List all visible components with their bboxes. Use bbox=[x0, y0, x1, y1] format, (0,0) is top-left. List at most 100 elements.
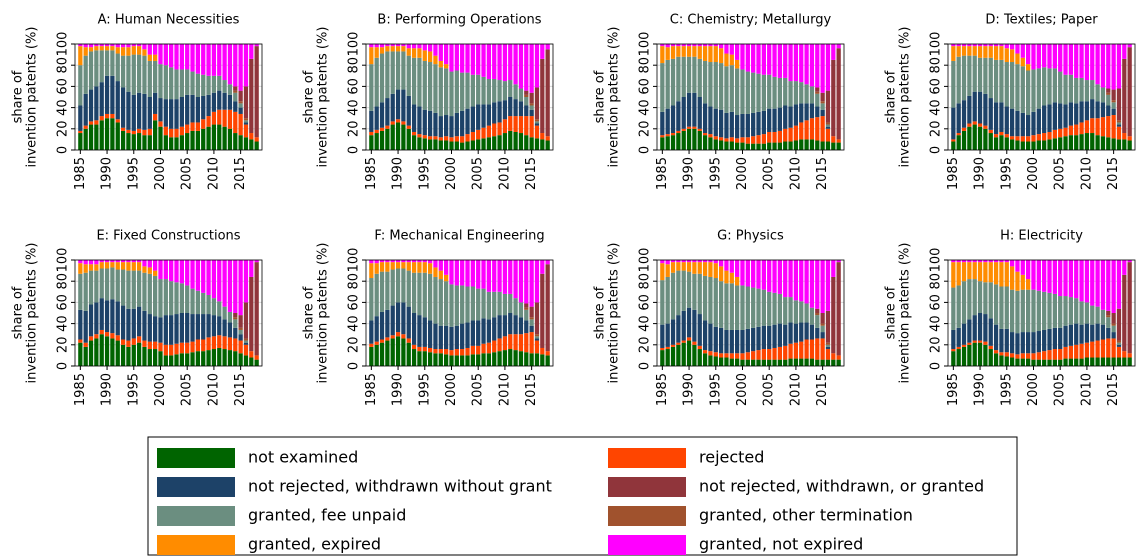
bar-segment bbox=[961, 44, 967, 47]
bar-segment bbox=[1074, 358, 1079, 366]
bar-segment bbox=[369, 131, 374, 136]
x-tick-label: 1990 bbox=[391, 373, 406, 406]
bar-segment bbox=[1116, 124, 1122, 127]
bar-segment bbox=[777, 44, 783, 78]
bar-segment bbox=[385, 125, 390, 129]
bar-segment bbox=[1015, 333, 1020, 355]
bar-segment bbox=[799, 322, 804, 342]
x-tick-label: 1985 bbox=[364, 157, 379, 190]
bar-segment bbox=[1009, 108, 1015, 137]
bar-segment bbox=[692, 260, 697, 263]
panel-title: A: Human Necessities bbox=[98, 13, 240, 28]
bar-segment bbox=[809, 339, 815, 359]
bar-segment bbox=[126, 133, 131, 150]
bar-segment bbox=[708, 46, 713, 63]
bar-segment bbox=[136, 262, 142, 271]
bar-segment bbox=[476, 260, 481, 289]
bar-segment bbox=[767, 74, 772, 109]
y-tick-label: 40 bbox=[929, 315, 944, 332]
bar-segment bbox=[476, 320, 481, 346]
bar-segment bbox=[1116, 88, 1122, 121]
bar-segment bbox=[486, 291, 492, 320]
bar-segment bbox=[185, 44, 190, 70]
bar-segment bbox=[513, 116, 518, 132]
bar-segment bbox=[735, 285, 740, 330]
bar-segment bbox=[99, 298, 104, 330]
bar-segment bbox=[1052, 260, 1057, 294]
x-tick-label: 2000 bbox=[444, 157, 459, 190]
bar-segment bbox=[1090, 305, 1095, 325]
bar-segment bbox=[999, 355, 1004, 366]
bar-segment bbox=[1084, 44, 1090, 81]
bar-segment bbox=[78, 105, 83, 131]
bar-segment bbox=[486, 78, 492, 105]
bar-segment bbox=[692, 344, 697, 366]
bar-segment bbox=[993, 134, 999, 138]
bar-segment bbox=[169, 44, 174, 68]
bar-segment bbox=[163, 44, 168, 66]
bar-segment bbox=[820, 116, 825, 142]
bar-segment bbox=[702, 260, 708, 263]
bar-segment bbox=[977, 342, 983, 366]
bar-segment bbox=[190, 288, 195, 315]
bar-segment bbox=[1031, 44, 1036, 70]
x-tick-label: 1985 bbox=[946, 157, 961, 190]
bar-segment bbox=[94, 270, 99, 303]
bar-segment bbox=[988, 129, 993, 134]
panel-title: H: Electricity bbox=[1000, 229, 1083, 244]
bar-segment bbox=[169, 355, 174, 366]
bar-segment bbox=[777, 260, 783, 294]
bar-segment bbox=[1084, 80, 1090, 102]
bar-segment bbox=[956, 349, 961, 366]
bar-segment bbox=[686, 262, 692, 272]
bar-segment bbox=[777, 77, 783, 108]
bar-segment bbox=[534, 123, 540, 126]
bar-segment bbox=[1106, 260, 1111, 311]
bar-segment bbox=[1063, 104, 1068, 128]
bar-segment bbox=[88, 51, 94, 90]
bar-segment bbox=[99, 50, 104, 83]
bar-segment bbox=[729, 358, 734, 366]
bar-segment bbox=[502, 133, 508, 150]
bar-segment bbox=[1063, 44, 1068, 75]
y-tick-label: 20 bbox=[638, 121, 653, 138]
bar-segment bbox=[254, 137, 259, 142]
bar-segment bbox=[972, 91, 977, 122]
bar-segment bbox=[422, 260, 427, 263]
x-tick-label: 1985 bbox=[73, 157, 88, 190]
bar-segment bbox=[665, 108, 670, 135]
bar-segment bbox=[379, 47, 385, 54]
y-tick-label: 0 bbox=[56, 362, 71, 370]
bar-segment bbox=[951, 329, 956, 350]
panel-title: G: Physics bbox=[717, 229, 784, 244]
bar-segment bbox=[788, 44, 793, 82]
bar-segment bbox=[395, 268, 401, 303]
bar-segment bbox=[438, 349, 443, 354]
bar-segment bbox=[1009, 332, 1015, 354]
bar-segment bbox=[444, 68, 449, 116]
bar-segment bbox=[713, 263, 718, 279]
bar-segment bbox=[379, 262, 385, 272]
legend-label: not rejected, withdrawn, or granted bbox=[699, 477, 984, 496]
bar-segment bbox=[1063, 74, 1068, 105]
bar-segment bbox=[195, 97, 201, 123]
bar-segment bbox=[1042, 329, 1047, 352]
bar-segment bbox=[444, 281, 449, 326]
bar-segment bbox=[481, 353, 486, 366]
bar-segment bbox=[1100, 324, 1106, 340]
bar-segment bbox=[751, 112, 756, 137]
bar-segment bbox=[163, 315, 168, 345]
bar-segment bbox=[217, 316, 222, 336]
bar-segment bbox=[211, 315, 217, 337]
bar-segment bbox=[508, 80, 513, 97]
bar-segment bbox=[153, 275, 158, 317]
bar-segment bbox=[660, 263, 665, 281]
bar-segment bbox=[120, 339, 126, 345]
bar-segment bbox=[465, 141, 470, 150]
bar-segment bbox=[793, 140, 799, 150]
bar-segment bbox=[422, 44, 427, 51]
y-tick-label: 100 bbox=[638, 248, 653, 273]
bar-segment bbox=[772, 131, 777, 143]
bar-segment bbox=[825, 260, 831, 311]
bar-segment bbox=[692, 92, 697, 127]
